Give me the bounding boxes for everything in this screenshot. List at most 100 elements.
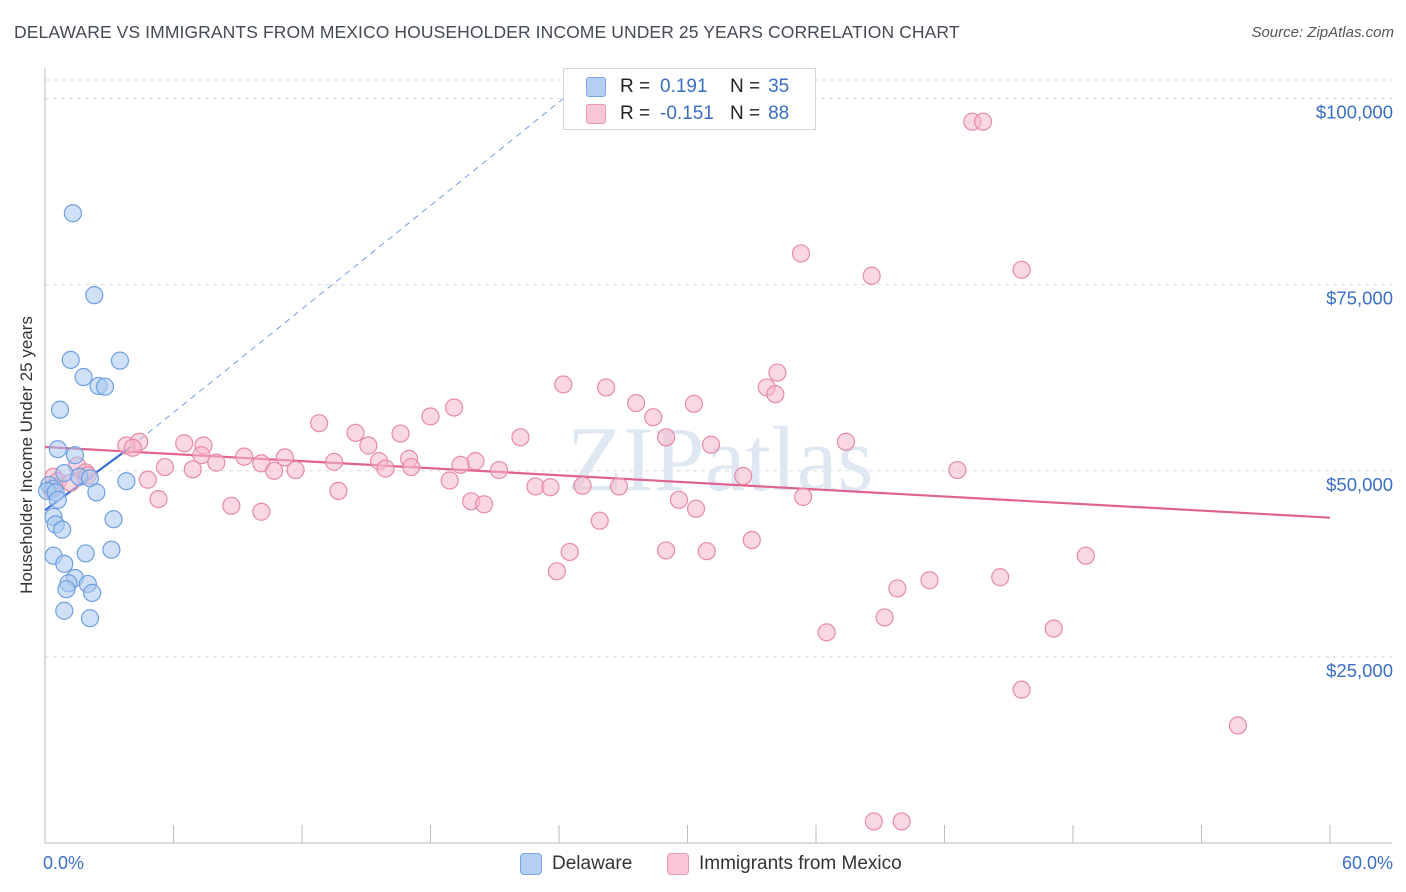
delaware-point (87, 483, 106, 502)
mexico-point (948, 460, 967, 480)
mexico-point (1012, 260, 1031, 279)
mexico-point (252, 502, 271, 521)
delaware-trend-extension (130, 98, 564, 448)
mexico-point (875, 608, 894, 627)
mexico-point (421, 407, 440, 426)
mexico-point (207, 453, 226, 472)
mexico-point (766, 385, 785, 404)
mexico-point (155, 457, 175, 477)
mexico-point (192, 446, 211, 465)
mexico-legend-label: Immigrants from Mexico (699, 853, 902, 874)
legend-item-delaware[interactable]: Delaware (520, 852, 632, 876)
delaware-point (48, 490, 67, 509)
delaware-point (110, 351, 130, 370)
y-tick-label: $75,000 (1326, 288, 1393, 309)
delaware-point (55, 463, 74, 483)
legend-item-mexico[interactable]: Immigrants from Mexico (667, 852, 902, 876)
mexico-point (684, 394, 704, 413)
delaware-point (61, 350, 80, 369)
mexico-point (656, 428, 676, 447)
x-axis-min-label: 0.0% (43, 853, 85, 873)
r-value: -0.151 (660, 103, 714, 124)
mexico-point (138, 470, 157, 489)
mexico-point (697, 542, 716, 561)
mexico-legend-swatch (667, 853, 689, 875)
mexico-point (768, 363, 787, 382)
stats-legend: R = 0.191 N = 35 R = -0.151 N = 88 (563, 68, 816, 130)
r-value: 0.191 (660, 76, 708, 97)
delaware-point (53, 520, 72, 539)
mexico-point (794, 487, 813, 506)
mexico-point (973, 112, 993, 131)
delaware-point (95, 377, 115, 396)
mexico-point (149, 489, 168, 509)
delaware-point (76, 544, 95, 563)
mexico-point (626, 393, 646, 413)
mexico-point (265, 461, 284, 480)
mexico-point (474, 495, 494, 514)
mexico-point (590, 511, 609, 530)
y-tick-label: $25,000 (1326, 660, 1393, 681)
mexico-point (444, 398, 464, 417)
mexico-point (511, 428, 530, 447)
source-label: Source: ZipAtlas.com (1251, 24, 1394, 41)
mexico-point (123, 438, 142, 457)
delaware-point (83, 583, 102, 602)
mexico-point (554, 375, 573, 394)
mexico-point (183, 460, 202, 479)
mexico-point (836, 432, 856, 451)
mexico-point (222, 496, 241, 515)
delaware-point (57, 580, 76, 599)
delaware-legend-label: Delaware (552, 853, 633, 874)
watermark: ZIPatlas (567, 408, 874, 510)
n-value: 35 (768, 76, 790, 97)
mexico-point (359, 436, 378, 455)
r-label: R = (620, 76, 651, 97)
mexico-point (329, 481, 348, 501)
r-label: R = (620, 103, 651, 124)
delaware-point (104, 510, 123, 529)
mexico-point (346, 423, 365, 442)
mexico-point (1076, 546, 1095, 565)
mexico-point (686, 499, 706, 518)
mexico-point (991, 568, 1010, 587)
y-tick-labels: $25,000 $50,000 $75,000 $100,000 (1316, 102, 1393, 681)
delaware-point (117, 472, 136, 491)
data-points (38, 112, 1248, 831)
mexico-point (541, 478, 560, 497)
delaware-point (74, 367, 93, 387)
chart-title: DELAWARE VS IMMIGRANTS FROM MEXICO HOUSE… (14, 22, 960, 42)
mexico-point (489, 460, 509, 480)
mexico-point (644, 408, 663, 427)
y-tick-label: $100,000 (1316, 102, 1393, 123)
mexico-swatch (586, 104, 606, 124)
y-tick-label: $50,000 (1326, 474, 1393, 495)
gridlines (45, 79, 1392, 658)
x-axis-max-label: 60.0% (1341, 853, 1393, 873)
mexico-point (235, 447, 254, 466)
mexico-point (573, 476, 592, 495)
axes (44, 68, 1392, 844)
mexico-point (466, 452, 485, 471)
legend-row-mexico: R = -0.151 N = 88 (586, 102, 789, 126)
mexico-point (888, 579, 907, 598)
mexico-point (734, 466, 753, 486)
mexico-point (920, 571, 939, 590)
mexico-point (547, 562, 566, 581)
mexico-point (402, 457, 421, 477)
mexico-point (325, 452, 344, 471)
mexico-point (656, 541, 676, 560)
delaware-point (48, 440, 67, 459)
mexico-point (742, 530, 761, 550)
mexico-point (892, 812, 911, 831)
mexico-point (175, 434, 194, 453)
delaware-point (55, 554, 74, 573)
delaware-point (50, 400, 70, 419)
mexico-point (864, 812, 883, 831)
mexico-point (597, 378, 616, 397)
mexico-point (286, 460, 305, 480)
n-label: N = (730, 103, 761, 124)
mexico-point (791, 244, 811, 263)
mexico-point (376, 459, 395, 478)
